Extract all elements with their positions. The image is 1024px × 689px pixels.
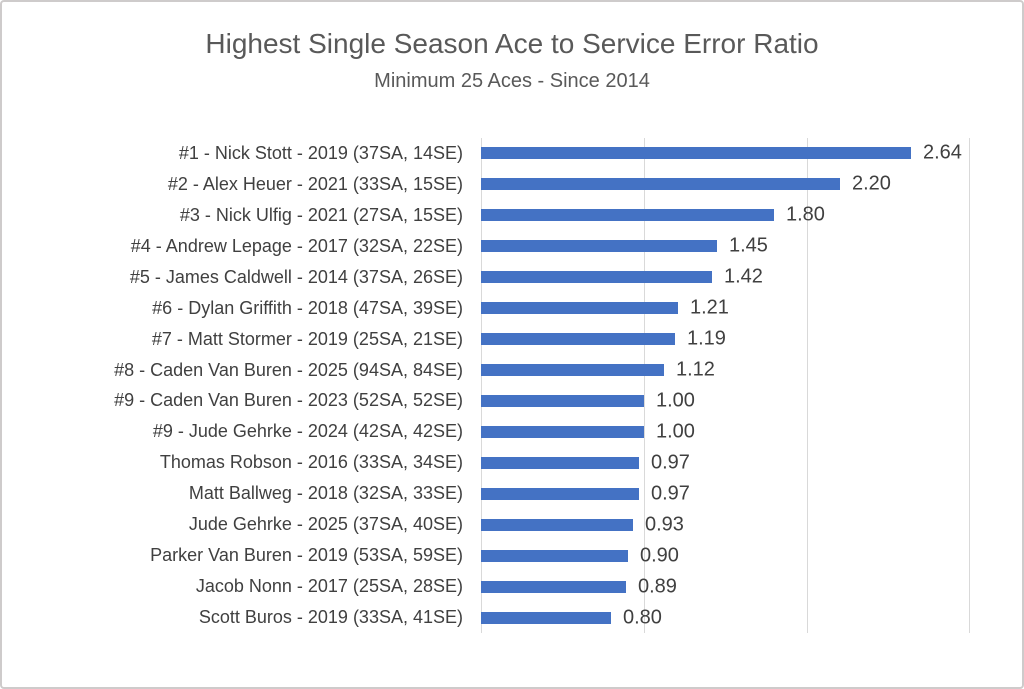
category-label: #1 - Nick Stott - 2019 (37SA, 14SE) (178, 142, 463, 163)
chart-row: Thomas Robson - 2016 (33SA, 34SE) 0.97 (2, 447, 1022, 478)
chart-title: Highest Single Season Ace to Service Err… (205, 28, 819, 59)
bar-rows: #1 - Nick Stott - 2019 (37SA, 14SE) 2.64 #… (2, 138, 1022, 633)
bar (481, 580, 626, 593)
category-label: #4 - Andrew Lepage - 2017 (32SA, 22SE) (130, 235, 463, 256)
chart-row: Matt Ballweg - 2018 (32SA, 33SE) 0.97 (2, 478, 1022, 509)
value-label: 1.00 (656, 420, 695, 443)
bar-track: 0.97 (481, 447, 1022, 478)
chart-row: #4 - Andrew Lepage - 2017 (32SA, 22SE) 1.… (2, 231, 1022, 262)
chart-row: #6 - Dylan Griffith - 2018 (47SA, 39SE) 1… (2, 293, 1022, 324)
gridline (481, 138, 482, 633)
chart-row: #1 - Nick Stott - 2019 (37SA, 14SE) 2.64 (2, 138, 1022, 169)
plot-area (481, 138, 970, 633)
bar (481, 394, 644, 407)
bar (481, 302, 678, 315)
category-label: #5 - James Caldwell - 2014 (37SA, 26SE) (129, 266, 463, 287)
value-label: 0.93 (645, 513, 684, 536)
value-label: 1.19 (687, 327, 726, 350)
bar (481, 178, 840, 191)
value-label: 2.20 (852, 172, 891, 195)
chart-row: #8 - Caden Van Buren - 2025 (94SA, 84SE)… (2, 355, 1022, 386)
value-label: 1.00 (656, 389, 695, 412)
bar (481, 611, 611, 624)
category-label: #2 - Alex Heuer - 2021 (33SA, 15SE) (167, 173, 463, 194)
bar (481, 333, 675, 346)
chart-row: #2 - Alex Heuer - 2021 (33SA, 15SE) 2.20 (2, 169, 1022, 200)
gridline (807, 138, 808, 633)
value-label: 1.45 (729, 234, 768, 257)
category-label: #3 - Nick Ulfig - 2021 (27SA, 15SE) (179, 204, 463, 225)
chart-subtitle: Minimum 25 Aces - Since 2014 (374, 70, 650, 92)
value-label: 0.97 (651, 451, 690, 474)
chart-row: #3 - Nick Ulfig - 2021 (27SA, 15SE) 1.80 (2, 200, 1022, 231)
bar-track: 1.80 (481, 200, 1022, 231)
chart-row: Jude Gehrke - 2025 (37SA, 40SE) 0.93 (2, 509, 1022, 540)
bar (481, 425, 644, 438)
chart-row: Jacob Nonn - 2017 (25SA, 28SE) 0.89 (2, 571, 1022, 602)
bar-track: 0.80 (481, 602, 1022, 633)
chart-row: Scott Buros - 2019 (33SA, 41SE) 0.80 (2, 602, 1022, 633)
category-label: #8 - Caden Van Buren - 2025 (94SA, 84SE) (114, 359, 463, 380)
category-label: #9 - Caden Van Buren - 2023 (52SA, 52SE) (114, 390, 463, 411)
bar-track: 1.00 (481, 416, 1022, 447)
gridline (644, 138, 645, 633)
category-label: #9 - Jude Gehrke - 2024 (42SA, 42SE) (152, 421, 463, 442)
gridline (969, 138, 970, 633)
bar (481, 487, 639, 500)
category-label: #6 - Dylan Griffith - 2018 (47SA, 39SE) (152, 297, 463, 318)
category-label: Jude Gehrke - 2025 (37SA, 40SE) (188, 514, 463, 535)
value-label: 1.21 (690, 296, 729, 319)
bar-track: 1.45 (481, 231, 1022, 262)
bar (481, 240, 717, 253)
chart-row: #9 - Jude Gehrke - 2024 (42SA, 42SE) 1.00 (2, 416, 1022, 447)
bar-track: 2.64 (481, 138, 1022, 169)
bar (481, 518, 633, 531)
chart-row: Parker Van Buren - 2019 (53SA, 59SE) 0.90 (2, 540, 1022, 571)
chart-row: #9 - Caden Van Buren - 2023 (52SA, 52SE)… (2, 386, 1022, 417)
bar-track: 1.19 (481, 324, 1022, 355)
value-label: 1.80 (786, 203, 825, 226)
value-label: 0.80 (623, 606, 662, 629)
bar-track: 1.12 (481, 355, 1022, 386)
category-label: Scott Buros - 2019 (33SA, 41SE) (198, 607, 463, 628)
value-label: 1.42 (724, 265, 763, 288)
value-label: 1.12 (676, 358, 715, 381)
bar (481, 271, 712, 284)
bar-track: 2.20 (481, 169, 1022, 200)
value-label: 2.64 (923, 141, 962, 164)
bar (481, 147, 911, 160)
value-label: 0.97 (651, 482, 690, 505)
category-label: #7 - Matt Stormer - 2019 (25SA, 21SE) (151, 328, 463, 349)
bar (481, 209, 774, 222)
bar-track: 1.00 (481, 386, 1022, 417)
bar-track: 1.21 (481, 293, 1022, 324)
bar (481, 456, 639, 469)
bar-track: 1.42 (481, 262, 1022, 293)
category-label: Matt Ballweg - 2018 (32SA, 33SE) (188, 483, 463, 504)
value-label: 0.89 (638, 575, 677, 598)
bar (481, 364, 664, 377)
category-label: Parker Van Buren - 2019 (53SA, 59SE) (150, 545, 463, 566)
chart-row: #7 - Matt Stormer - 2019 (25SA, 21SE) 1.1… (2, 324, 1022, 355)
bar (481, 549, 628, 562)
bar-track: 0.89 (481, 571, 1022, 602)
bar-track: 0.93 (481, 509, 1022, 540)
category-label: Thomas Robson - 2016 (33SA, 34SE) (159, 452, 463, 473)
chart-row: #5 - James Caldwell - 2014 (37SA, 26SE) 1… (2, 262, 1022, 293)
bar-track: 0.90 (481, 540, 1022, 571)
value-label: 0.90 (640, 544, 679, 567)
category-label: Jacob Nonn - 2017 (25SA, 28SE) (195, 576, 463, 597)
bar-track: 0.97 (481, 478, 1022, 509)
